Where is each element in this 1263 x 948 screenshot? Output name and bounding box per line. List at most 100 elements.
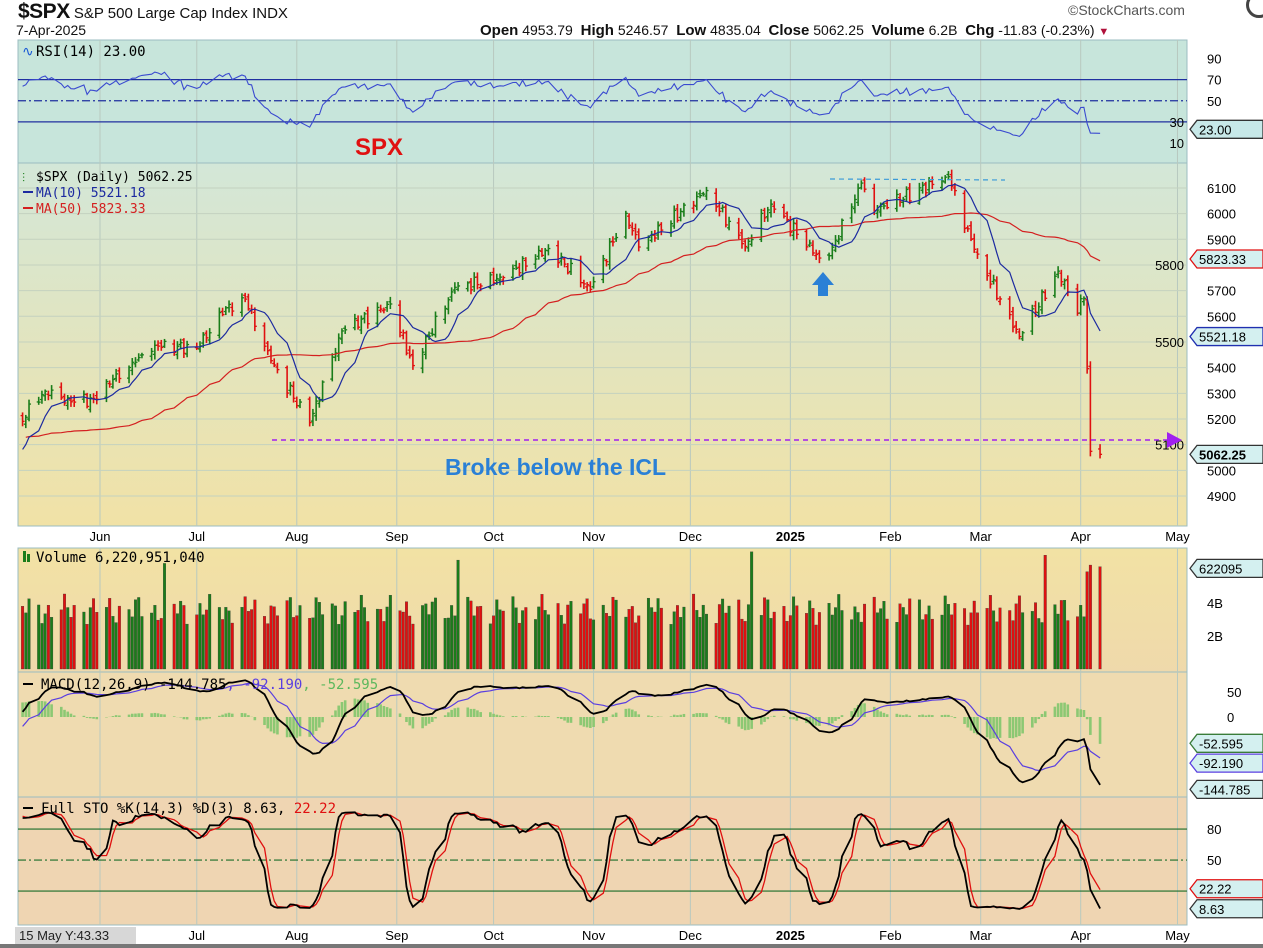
- volume-bar: [269, 605, 273, 670]
- volume-bar: [375, 608, 379, 670]
- open-label: Open: [480, 22, 519, 39]
- volume-bar: [901, 607, 905, 670]
- volume-bar: [537, 606, 541, 670]
- macd-histogram-bar: [901, 715, 905, 717]
- x-tick-label: Sep: [385, 928, 408, 943]
- volume-bar: [808, 600, 812, 670]
- x-tick-label: Jul: [188, 529, 205, 544]
- rsi-tick-label: 90: [1207, 51, 1221, 66]
- x-tick-label: Mar: [970, 529, 993, 544]
- macd-histogram-bar: [514, 716, 518, 717]
- value-tag-rsi: 23.00: [1189, 119, 1263, 139]
- volume-bar: [230, 622, 234, 670]
- macd-histogram-bar: [721, 717, 724, 720]
- x-tick-label: Feb: [879, 928, 901, 943]
- volume-bar: [737, 599, 741, 670]
- macd-histogram-bar: [850, 711, 853, 717]
- volume-bar: [95, 612, 99, 670]
- volume-label: Volume: [871, 22, 925, 39]
- volume-bar: [940, 614, 944, 670]
- macd-histogram-bar: [376, 703, 379, 717]
- macd-histogram-bar: [763, 717, 766, 722]
- rsi-icon: ∿: [22, 43, 34, 59]
- volume-bar: [763, 597, 767, 670]
- volume-bar: [724, 612, 728, 670]
- volume-bar: [879, 608, 883, 670]
- x-tick-label: Feb: [879, 529, 901, 544]
- price-tick-label: 5800: [1155, 258, 1184, 273]
- rsi-tick-label: 50: [1207, 94, 1221, 109]
- volume-bar: [185, 623, 189, 670]
- volume-bar: [1040, 622, 1044, 670]
- symbol: $SPX: [18, 0, 70, 23]
- volume-bar: [353, 612, 357, 670]
- volume-bar: [59, 609, 63, 670]
- macd-histogram-bar: [727, 717, 731, 725]
- macd-histogram-bar: [389, 708, 392, 717]
- user-icon[interactable]: [1246, 0, 1263, 18]
- volume-bar: [927, 605, 931, 670]
- volume-bar: [614, 599, 618, 670]
- volume-bar: [443, 618, 447, 670]
- price-panel: [17, 162, 1188, 527]
- macd-histogram-bar: [150, 713, 153, 717]
- macd-histogram-bar: [1011, 717, 1015, 739]
- volume-bar: [701, 604, 705, 670]
- volume-bar: [995, 621, 999, 670]
- macd-histogram-bar: [1031, 717, 1034, 728]
- macd-histogram-bar: [489, 712, 492, 717]
- volume-bar: [992, 610, 996, 670]
- volume-bar: [492, 615, 496, 670]
- macd-histogram-bar: [601, 717, 605, 724]
- macd-histogram-bar: [885, 714, 889, 717]
- value-tag-text: -144.785: [1199, 782, 1250, 797]
- volume-bar: [953, 603, 957, 670]
- volume-bar: [21, 606, 25, 670]
- price-tick-label: 5600: [1207, 309, 1236, 324]
- x-tick-label: May: [1165, 928, 1190, 943]
- macd-histogram-bar: [421, 717, 424, 729]
- macd-histogram-bar: [111, 716, 115, 717]
- macd-histogram-bar: [743, 717, 747, 731]
- macd-histogram-bar: [831, 717, 834, 724]
- macd-histogram-bar: [498, 715, 502, 717]
- volume-bar: [963, 608, 967, 670]
- macd-histogram-bar: [118, 715, 121, 717]
- volume-bar: [950, 614, 954, 670]
- resistance-line: [829, 178, 1006, 181]
- macd-legend: MACD(12,26,9) -144.785, -92.190, -52.595: [41, 677, 378, 693]
- volume-bar: [679, 617, 683, 670]
- spx-annotation: SPX: [355, 134, 403, 161]
- macd-histogram-bar: [614, 712, 618, 717]
- volume-bar: [627, 609, 631, 670]
- volume-bar: [856, 612, 860, 670]
- volume-bar: [601, 604, 605, 670]
- price-tick-label: 5500: [1155, 335, 1184, 350]
- macd-histogram-bar: [82, 715, 86, 717]
- volume-bar: [382, 621, 386, 670]
- volume-bar: [1030, 611, 1034, 670]
- x-tick-label: Apr: [1071, 529, 1092, 544]
- macd-histogram-bar: [1034, 717, 1037, 724]
- volume-bar: [182, 605, 186, 670]
- stockcharts-brand[interactable]: ©StockCharts.com: [1068, 2, 1185, 18]
- volume-bar: [208, 594, 212, 670]
- macd-histogram-bar: [789, 717, 792, 720]
- volume-bar: [424, 603, 428, 670]
- volume-bar: [850, 619, 854, 670]
- volume-tick-label: 2B: [1207, 629, 1223, 644]
- volume-bar: [150, 612, 154, 670]
- price-tick-label: 5400: [1207, 361, 1236, 376]
- volume-icon-bar: [27, 554, 30, 562]
- volume-bar: [750, 551, 754, 670]
- volume-bar: [298, 605, 302, 670]
- volume-bar: [782, 606, 786, 670]
- sto-legend: Full STO %K(14,3) %D(3) 8.63, 22.22: [41, 801, 336, 817]
- bottom-scrollbar[interactable]: [0, 944, 1263, 948]
- volume-bar: [840, 610, 844, 670]
- volume-bar: [311, 617, 315, 670]
- macd-histogram-bar: [363, 700, 366, 717]
- rsi-tick-label: 70: [1207, 73, 1221, 88]
- volume-bar: [976, 612, 979, 670]
